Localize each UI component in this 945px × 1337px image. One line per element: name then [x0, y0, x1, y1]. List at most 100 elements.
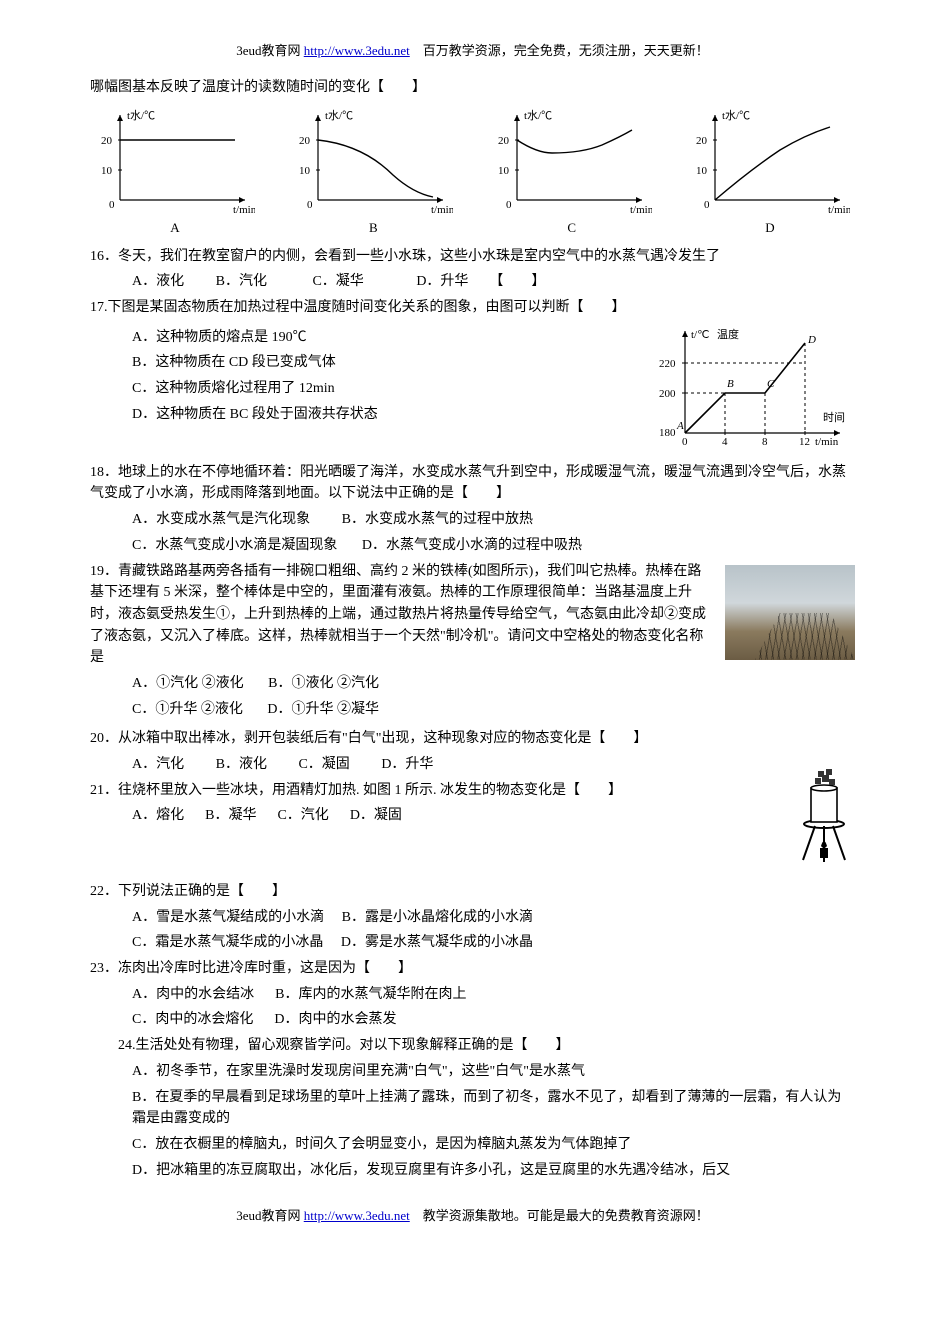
charts-row: t水/℃ t/min 20 10 0 A t水/℃ t/min	[90, 105, 855, 236]
q18-C: C．水蒸气变成小水滴是凝固现象	[132, 538, 337, 553]
q23-stem: 23．冻肉出冷库时比进冷库时重，这是因为【 】	[90, 958, 855, 980]
svg-text:10: 10	[696, 165, 708, 177]
chart-B: t水/℃ t/min 20 10 0 B	[288, 105, 458, 236]
q20-B: B．液化	[216, 757, 267, 772]
svg-text:t水/℃: t水/℃	[325, 109, 353, 122]
q17-stem: 17.下图是某固态物质在加热过程中温度随时间变化关系的图象，由图可以判断【 】	[90, 297, 855, 319]
q17-chart: t/℃ 温度 时间 t/min 180 200 220 0 4 8 12	[655, 323, 855, 458]
q19-A: A．①汽化 ②液化	[132, 676, 244, 691]
q16-B: B．汽化	[216, 274, 267, 289]
footer-slogan: 教学资源集散地。可能是最大的免费教育资源网！	[423, 1208, 709, 1223]
chart-C: t水/℃ t/min 20 10 0 C	[487, 105, 657, 236]
q17-A: A．这种物质的熔点是 190℃	[90, 327, 639, 349]
svg-text:t/min: t/min	[431, 204, 453, 216]
q20-options: A．汽化 B．液化 C．凝固 D．升华	[90, 754, 855, 776]
svg-text:20: 20	[498, 135, 510, 147]
footer-url[interactable]: http://www.3edu.net	[304, 1208, 410, 1223]
svg-text:20: 20	[101, 135, 113, 147]
chart-C-label: C	[487, 220, 657, 236]
q19-row2: C．①升华 ②液化 D．①升华 ②凝华	[90, 699, 855, 721]
q16-D: D．升华 【 】	[416, 274, 545, 289]
q16-stem: 16．冬天，我们在教室窗户的内侧，会看到一些小水珠，这些小水珠是室内空气中的水蒸…	[90, 246, 855, 268]
q20-stem: 20．从冰箱中取出棒冰，剥开包装纸后有"白气"出现，这种现象对应的物态变化是【 …	[90, 728, 855, 750]
svg-text:t/min: t/min	[630, 204, 652, 216]
q24-C: C．放在衣橱里的樟脑丸，时间久了会明显变小，是因为樟脑丸蒸发为气体跑掉了	[90, 1134, 855, 1156]
svg-text:0: 0	[682, 436, 688, 448]
svg-text:t/min: t/min	[815, 436, 839, 448]
q21-D: D．凝固	[350, 808, 402, 823]
q16-C: C．凝华	[312, 274, 363, 289]
q20-D: D．升华	[381, 757, 433, 772]
q24-stem: 24.生活处处有物理，留心观察皆学问。对以下现象解释正确的是【 】	[90, 1035, 855, 1057]
svg-text:8: 8	[762, 436, 768, 448]
q21-options: A．熔化 B．凝华 C．汽化 D．凝固	[90, 805, 855, 827]
svg-text:A: A	[676, 420, 684, 432]
q22-A: A．雪是水蒸气凝结成的小水滴	[132, 910, 324, 925]
q22-B: B．露是小冰晶熔化成的小水滴	[342, 910, 533, 925]
q17-B: B．这种物质在 CD 段已变成气体	[90, 352, 639, 374]
q16-A: A．液化	[132, 274, 184, 289]
svg-text:t/min: t/min	[828, 204, 850, 216]
q21-C: C．汽化	[277, 808, 328, 823]
page-footer: 3eud教育网 http://www.3edu.net 教学资源集散地。可能是最…	[90, 1205, 855, 1224]
q16-options: A．液化 B．汽化 C．凝华 D．升华 【 】	[90, 271, 855, 293]
header-slogan: 百万教学资源，完全免费，无须注册，天天更新！	[423, 43, 709, 58]
svg-text:10: 10	[299, 165, 311, 177]
q22-row2: C．霜是水蒸气凝华成的小冰晶 D．雾是水蒸气凝华成的小冰晶	[90, 932, 855, 954]
header-brand: 3eud教育网	[236, 43, 300, 58]
svg-text:0: 0	[109, 199, 115, 211]
svg-text:0: 0	[506, 199, 512, 211]
q17-C: C．这种物质熔化过程用了 12min	[90, 378, 639, 400]
q23-D: D．肉中的水会蒸发	[274, 1012, 396, 1027]
svg-text:0: 0	[307, 199, 313, 211]
q18-D: D．水蒸气变成小水滴的过程中吸热	[362, 538, 582, 553]
q19-C: C．①升华 ②液化	[132, 702, 243, 717]
beaker-setup-icon	[793, 758, 855, 873]
svg-text:220: 220	[659, 358, 676, 370]
footer-brand: 3eud教育网	[236, 1208, 300, 1223]
q18-A: A．水变成水蒸气是汽化现象	[132, 512, 310, 527]
svg-text:D: D	[807, 334, 816, 346]
q23-B: B．库内的水蒸气凝华附在肉上	[275, 987, 466, 1002]
chart-A: t水/℃ t/min 20 10 0 A	[90, 105, 260, 236]
svg-text:t/℃: t/℃	[691, 329, 709, 341]
q22-D: D．雾是水蒸气凝华成的小冰晶	[341, 935, 533, 950]
railway-photo	[725, 565, 855, 660]
header-url[interactable]: http://www.3edu.net	[304, 43, 410, 58]
q18-stem: 18．地球上的水在不停地循环着：阳光晒暖了海洋，水变成水蒸气升到空中，形成暖湿气…	[90, 462, 855, 505]
svg-text:B: B	[727, 378, 734, 390]
q18-B: B．水变成水蒸气的过程中放热	[342, 512, 533, 527]
q24-D: D．把冰箱里的冻豆腐取出，冰化后，发现豆腐里有许多小孔，这是豆腐里的水先遇冷结冰…	[90, 1160, 855, 1182]
q21-stem: 21．往烧杯里放入一些冰块，用酒精灯加热. 如图 1 所示. 冰发生的物态变化是…	[90, 780, 855, 802]
q18-row1: A．水变成水蒸气是汽化现象 B．水变成水蒸气的过程中放热	[90, 509, 855, 531]
q20-A: A．汽化	[132, 757, 184, 772]
page-header: 3eud教育网 http://www.3edu.net 百万教学资源，完全免费，…	[90, 40, 855, 59]
q24-B: B．在夏季的早晨看到足球场里的草叶上挂满了露珠，而到了初冬，露水不见了，却看到了…	[90, 1087, 855, 1130]
chart-A-label: A	[90, 220, 260, 236]
svg-text:12: 12	[799, 436, 810, 448]
svg-text:时间: 时间	[823, 411, 845, 424]
intro-question: 哪幅图基本反映了温度计的读数随时间的变化【 】	[90, 77, 855, 99]
q19-D: D．①升华 ②凝华	[267, 702, 379, 717]
svg-text:200: 200	[659, 388, 676, 400]
q19-B: B．①液化 ②汽化	[268, 676, 379, 691]
svg-text:10: 10	[101, 165, 113, 177]
q20-C: C．凝固	[298, 757, 349, 772]
q21-B: B．凝华	[205, 808, 256, 823]
q17-D: D．这种物质在 BC 段处于固液共存状态	[90, 404, 639, 426]
q23-C: C．肉中的冰会熔化	[132, 1012, 253, 1027]
chart-B-label: B	[288, 220, 458, 236]
q24-A: A．初冬季节，在家里洗澡时发现房间里充满"白气"，这些"白气"是水蒸气	[90, 1061, 855, 1083]
svg-text:0: 0	[704, 199, 710, 211]
svg-text:4: 4	[722, 436, 728, 448]
svg-text:10: 10	[498, 165, 510, 177]
q18-row2: C．水蒸气变成小水滴是凝固现象 D．水蒸气变成小水滴的过程中吸热	[90, 535, 855, 557]
svg-text:t水/℃: t水/℃	[722, 109, 750, 122]
svg-text:20: 20	[696, 135, 708, 147]
svg-text:180: 180	[659, 427, 676, 439]
svg-text:温度: 温度	[717, 327, 739, 341]
svg-text:C: C	[767, 378, 775, 390]
q23-row1: A．肉中的水会结冰 B．库内的水蒸气凝华附在肉上	[90, 984, 855, 1006]
q22-row1: A．雪是水蒸气凝结成的小水滴 B．露是小冰晶熔化成的小水滴	[90, 907, 855, 929]
svg-text:t水/℃: t水/℃	[127, 109, 155, 122]
